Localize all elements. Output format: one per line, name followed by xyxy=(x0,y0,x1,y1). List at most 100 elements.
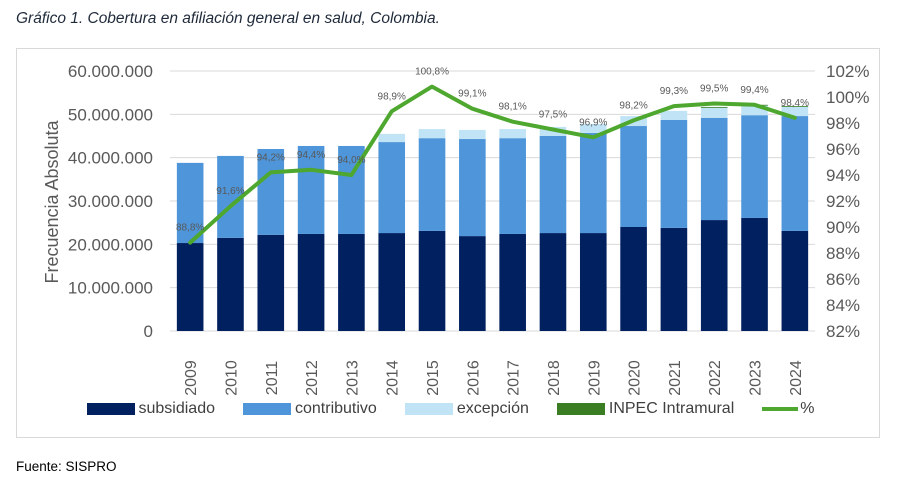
data-label: 94,0% xyxy=(337,155,365,166)
data-label: 100,8% xyxy=(415,67,449,78)
data-label: 94,4% xyxy=(297,150,325,161)
x-tick-label: 2009 xyxy=(183,360,200,396)
y2-tick-label: 96% xyxy=(826,140,860,159)
x-tick-label: 2017 xyxy=(506,360,523,396)
bar-contributivo xyxy=(297,145,325,234)
data-label: 98,1% xyxy=(498,102,526,113)
bar-subsidiado xyxy=(338,233,365,331)
y-axis-title: Frecuencia Absoluta xyxy=(42,119,62,283)
bar-contributivo xyxy=(257,149,285,235)
bar-subsidiado xyxy=(741,217,768,331)
legend-label: contributivo xyxy=(295,400,377,417)
y2-tick-label: 94% xyxy=(826,166,860,185)
y-tick-label: 20.000.000 xyxy=(68,235,153,254)
coverage-polyline xyxy=(188,84,797,245)
source-note: Fuente: SISPRO xyxy=(16,459,117,474)
bar-subsidiado xyxy=(620,227,647,331)
legend-swatch-excepcion xyxy=(404,403,453,415)
data-label: 99,4% xyxy=(740,85,768,96)
bar-subsidiado xyxy=(418,230,446,331)
bar-contributivo xyxy=(579,132,607,234)
legend-swatch-percent-line xyxy=(762,407,799,411)
data-label: 98,9% xyxy=(378,91,406,102)
data-label: 91,6% xyxy=(216,186,244,197)
x-tick-label: 2022 xyxy=(707,360,724,396)
bar-subsidiado xyxy=(660,227,688,331)
x-tick-label: 2013 xyxy=(344,360,361,396)
bar-contributivo xyxy=(459,139,486,237)
data-label: 97,5% xyxy=(539,110,567,121)
y2-tick-label: 92% xyxy=(826,192,860,211)
y2-tick-label: 98% xyxy=(826,114,860,133)
x-tick-label: 2023 xyxy=(748,360,765,396)
bar-subsidiado xyxy=(579,233,607,331)
x-tick-label: 2019 xyxy=(586,360,603,396)
data-label: 94,2% xyxy=(257,152,285,163)
y2-tick-label: 102% xyxy=(826,62,869,81)
bar-excepci-n xyxy=(418,129,446,139)
y2-tick-label: 84% xyxy=(826,296,860,315)
bars xyxy=(176,104,809,331)
chart-caption-title: Gráfico 1. Cobertura en afiliación gener… xyxy=(16,10,440,27)
data-label: 99,1% xyxy=(458,89,486,100)
bar-subsidiado xyxy=(459,236,486,331)
data-label: 88,8% xyxy=(176,223,204,234)
y-tick-label: 60.000.000 xyxy=(68,62,153,81)
x-tick-label: 2016 xyxy=(465,360,482,396)
bar-contributivo xyxy=(781,116,809,231)
legend: subsidiado contributivo excepción INPEC … xyxy=(0,400,901,418)
coverage-line xyxy=(188,84,797,245)
data-labels: 88,8% 91,6% 94,2% 94,4% 94,0% 98,9% 100,8% 99,1… xyxy=(176,67,809,234)
y2-tick-label: 82% xyxy=(826,322,860,341)
y-axis-left: 0 10.000.000 20.000.000 30.000.000 40.000.00… xyxy=(68,62,153,341)
x-tick-label: 2014 xyxy=(385,360,402,396)
data-label: 99,3% xyxy=(660,86,688,97)
y-tick-label: 50.000.000 xyxy=(68,105,153,124)
legend-item-subsidiado: subsidiado xyxy=(86,400,216,418)
bar-excepci-n xyxy=(700,107,728,118)
bar-subsidiado xyxy=(257,234,285,331)
legend-item-inpec: INPEC Intramural xyxy=(556,400,735,418)
bar-contributivo xyxy=(176,162,204,244)
y2-tick-label: 90% xyxy=(826,218,860,237)
data-label: 98,4% xyxy=(781,98,809,109)
x-tick-label: 2020 xyxy=(627,360,644,396)
legend-item-contributivo: contributivo xyxy=(243,400,377,418)
bar-subsidiado xyxy=(378,233,406,331)
bar-subsidiado xyxy=(176,243,204,331)
bar-subsidiado xyxy=(499,233,526,331)
y2-tick-label: 88% xyxy=(826,244,860,263)
data-label: 96,9% xyxy=(579,117,607,128)
legend-swatch-inpec xyxy=(556,403,605,415)
bar-contributivo xyxy=(499,138,526,234)
legend-label: subsidiado xyxy=(138,400,216,417)
data-label: 98,2% xyxy=(619,100,647,111)
bar-contributivo xyxy=(741,115,768,218)
legend-item-excepcion: excepción xyxy=(404,400,529,418)
bar-excepci-n xyxy=(781,106,809,117)
y-tick-label: 40.000.000 xyxy=(68,149,153,168)
x-tick-label: 2011 xyxy=(264,361,281,396)
legend-label: excepción xyxy=(456,400,529,417)
x-tick-label: 2015 xyxy=(425,360,442,396)
legend-label: % xyxy=(800,400,815,417)
bar-excepci-n xyxy=(459,129,486,140)
bar-contributivo xyxy=(539,136,567,234)
legend-label: INPEC Intramural xyxy=(608,400,735,417)
bar-inpec-intramural xyxy=(781,106,809,107)
y2-tick-label: 100% xyxy=(826,88,869,107)
chart-svg: 88,8% 91,6% 94,2% 94,4% 94,0% 98,9% 100,8% 99,1… xyxy=(42,62,869,396)
x-tick-label: 2018 xyxy=(546,360,563,396)
y-tick-label: 0 xyxy=(144,322,153,341)
bar-subsidiado xyxy=(539,233,567,331)
bar-subsidiado xyxy=(781,230,809,331)
bar-excepci-n xyxy=(579,123,607,133)
bar-subsidiado xyxy=(297,233,325,331)
bar-contributivo xyxy=(700,117,728,221)
legend-swatch-subsidiado xyxy=(86,403,135,415)
bar-inpec-intramural xyxy=(700,106,728,108)
y-axis-right: 82% 84% 86% 88% 90% 92% 94% 96% 98% 100% 102% xyxy=(826,62,869,341)
x-tick-label: 2012 xyxy=(304,360,321,396)
chart-frame xyxy=(16,48,880,438)
bar-subsidiado xyxy=(700,220,728,331)
